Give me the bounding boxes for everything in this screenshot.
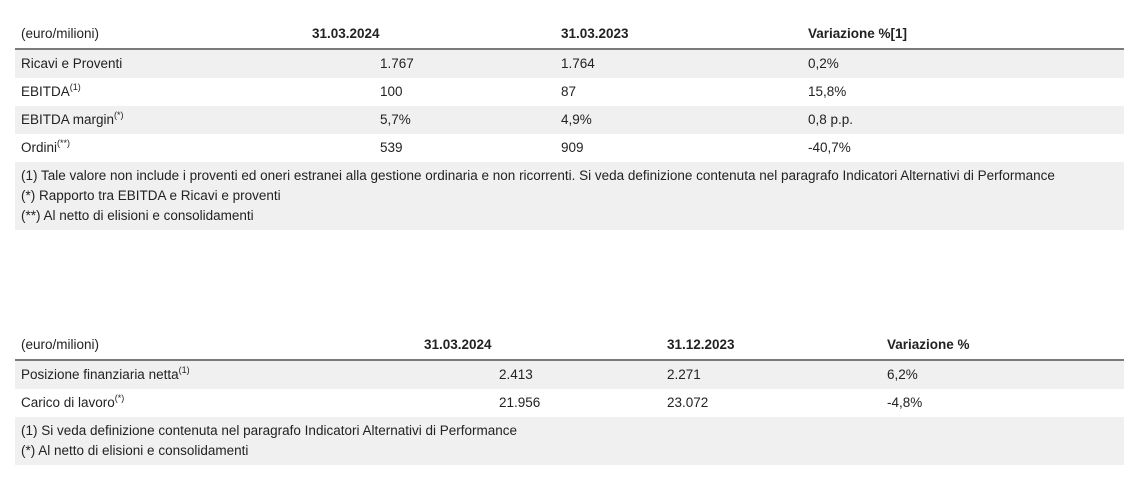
table-header-row: (euro/milioni) 31.03.2024 31.03.2023 Var… [15, 20, 1124, 50]
row-label-text: Carico di lavoro [21, 395, 115, 410]
row-value-previous: 2.271 [667, 367, 701, 382]
footnote: (1) Tale valore non include i proventi e… [21, 168, 1055, 183]
row-value-previous: 87 [561, 84, 577, 99]
row-value-current: 1.767 [380, 56, 414, 71]
row-value-previous: 4,9% [561, 112, 592, 127]
table-row: Ordini(**) 539 909 -40,7% [15, 134, 1124, 162]
footnotes: (1) Tale valore non include i proventi e… [15, 162, 1124, 230]
table-row: EBITDA margin(*) 5,7% 4,9% 0,8 p.p. [15, 106, 1124, 134]
header-period-previous: 31.12.2023 [667, 337, 735, 352]
kpi-table-economic: (euro/milioni) 31.03.2024 31.03.2023 Var… [15, 20, 1124, 230]
footnotes: (1) Si veda definizione contenuta nel pa… [15, 417, 1124, 465]
row-variation: 15,8% [808, 84, 847, 99]
table-row: EBITDA(1) 100 87 15,8% [15, 78, 1124, 106]
footnote: (1) Si veda definizione contenuta nel pa… [21, 423, 518, 438]
table-row: Carico di lavoro(*) 21.956 23.072 -4,8% [15, 389, 1124, 417]
row-value-current: 2.413 [499, 367, 533, 382]
row-variation: -4,8% [887, 395, 923, 410]
row-label: Ricavi e Proventi [21, 50, 122, 78]
footnote-ref: (1) [69, 82, 81, 92]
row-label: Ordini(**) [21, 134, 70, 162]
table-header-row: (euro/milioni) 31.03.2024 31.12.2023 Var… [15, 331, 1124, 361]
row-value-current: 539 [380, 140, 403, 155]
row-variation: -40,7% [808, 140, 851, 155]
row-label-text: Ordini [21, 140, 58, 155]
row-label: EBITDA margin(*) [21, 106, 124, 134]
row-value-current: 5,7% [380, 112, 411, 127]
row-value-previous: 23.072 [667, 395, 709, 410]
row-variation: 6,2% [887, 367, 918, 382]
footnote-ref: (*) [114, 110, 124, 120]
row-value-current: 21.956 [499, 395, 541, 410]
row-value-previous: 1.764 [561, 56, 595, 71]
row-value-current: 100 [380, 84, 403, 99]
footnote: (*) Rapporto tra EBITDA e Ricavi e prove… [21, 188, 281, 203]
row-label-text: EBITDA margin [21, 112, 115, 127]
header-period-previous: 31.03.2023 [561, 26, 629, 41]
table-row: Posizione finanziaria netta(1) 2.413 2.2… [15, 361, 1124, 389]
row-label: Posizione finanziaria netta(1) [21, 361, 190, 389]
footnote: (**) Al netto di elisioni e consolidamen… [21, 208, 254, 223]
header-period-current: 31.03.2024 [312, 26, 380, 41]
footnote-ref: (*) [114, 393, 125, 403]
row-label: Carico di lavoro(*) [21, 389, 124, 417]
footnote-ref: (1) [178, 365, 190, 375]
row-value-previous: 909 [561, 140, 584, 155]
footnote-ref: (**) [57, 138, 71, 148]
header-unit: (euro/milioni) [21, 337, 100, 352]
row-label-text: EBITDA [21, 84, 70, 99]
kpi-table-financial: (euro/milioni) 31.03.2024 31.12.2023 Var… [15, 331, 1124, 465]
row-label-text: Ricavi e Proventi [21, 56, 123, 71]
header-variation: Variazione %[1] [808, 26, 908, 41]
table-row: Ricavi e Proventi 1.767 1.764 0,2% [15, 50, 1124, 78]
row-label: EBITDA(1) [21, 78, 81, 106]
row-variation: 0,2% [808, 56, 839, 71]
header-variation: Variazione % [887, 337, 970, 352]
row-variation: 0,8 p.p. [808, 112, 854, 127]
header-unit: (euro/milioni) [21, 26, 100, 41]
header-period-current: 31.03.2024 [424, 337, 492, 352]
row-label-text: Posizione finanziaria netta [21, 367, 179, 382]
footnote: (*) Al netto di elisioni e consolidament… [21, 443, 249, 458]
